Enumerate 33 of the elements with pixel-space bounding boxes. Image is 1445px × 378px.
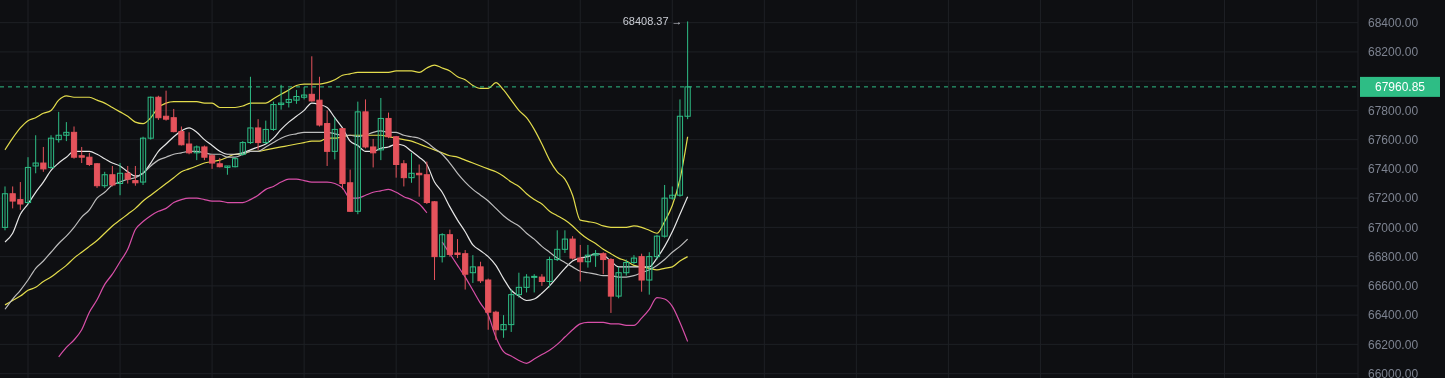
y-tick-label: 68200.00: [1368, 45, 1419, 60]
y-tick-label: 67400.00: [1368, 162, 1419, 177]
candlestick: [408, 152, 415, 184]
y-tick-label: 66800.00: [1368, 249, 1419, 264]
y-tick-label: 67000.00: [1368, 220, 1419, 235]
candlestick: [377, 97, 384, 161]
y-tick-label: 66400.00: [1368, 308, 1419, 323]
ref-line-label: 67960.85: [1374, 80, 1426, 95]
candlestick: [32, 134, 39, 174]
y-tick-label: 67200.00: [1368, 191, 1419, 206]
candlestick: [24, 156, 32, 205]
candlestick: [538, 273, 545, 287]
candlestick: [255, 118, 262, 151]
candlestick: [561, 229, 569, 254]
candlestick: [469, 254, 476, 284]
candlestick: [638, 253, 645, 293]
y-tick-label: 66200.00: [1368, 337, 1419, 352]
y-tick-label: 66600.00: [1368, 279, 1419, 294]
candlestick: [116, 162, 124, 196]
annotation: 68408.37 →: [622, 15, 683, 28]
y-tick-label: 67600.00: [1368, 132, 1419, 147]
y-tick-label: 66000.00: [1368, 366, 1419, 378]
candlestick: [492, 310, 499, 341]
y-tick-label: 68400.00: [1368, 15, 1419, 30]
candlestick: [400, 159, 407, 187]
line-series: [4, 64, 689, 234]
candlestick: [132, 165, 139, 187]
candlestick: [1, 185, 9, 231]
candlestick: [331, 117, 338, 160]
candlestick: [439, 232, 446, 263]
y-tick-label: 67800.00: [1368, 103, 1419, 118]
candlestick: [354, 101, 361, 215]
candlestick: [40, 146, 47, 173]
